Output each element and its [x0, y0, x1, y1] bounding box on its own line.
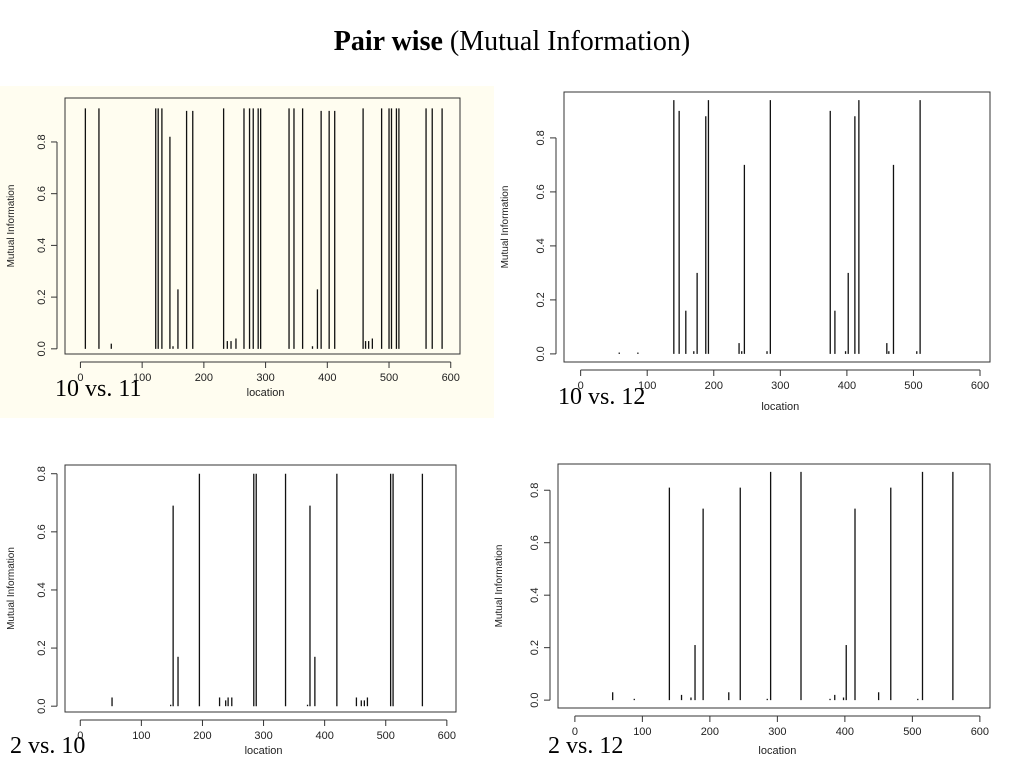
x-tick-label: 100 [633, 726, 651, 738]
y-tick-label: 0.6 [36, 186, 48, 201]
y-tick-label: 0.8 [36, 134, 48, 149]
pair-label-10-vs-12: 10 vs. 12 [558, 384, 646, 410]
x-tick-label: 500 [903, 726, 921, 738]
y-axis-label: Mutual Information [494, 545, 505, 628]
plot-frame [64, 97, 461, 355]
chart-panel-10-vs-12: 0 100 200 300 400 500 600 0.0 0.2 0.4 0.6 0.8 locati… [500, 91, 991, 413]
page-title: Pair wise (Mutual Information) [0, 26, 1024, 58]
x-axis-label: location [247, 387, 285, 399]
y-tick-label: 0.2 [529, 640, 541, 655]
x-tick-label: 400 [836, 726, 854, 738]
x-tick-label: 600 [442, 372, 460, 384]
y-tick-label: 0.0 [36, 341, 48, 356]
x-tick-label: 200 [193, 730, 211, 742]
x-tick-label: 100 [638, 380, 656, 392]
y-axis-label: Mutual Information [6, 547, 17, 630]
pair-label-2-vs-12: 2 vs. 12 [548, 733, 624, 759]
y-tick-label: 0.4 [36, 582, 48, 597]
x-tick-label: 300 [768, 726, 786, 738]
x-tick-label: 500 [377, 730, 395, 742]
chart-panel-2-vs-10: 0 100 200 300 400 500 600 0.0 0.2 0.4 0.6 0.8 locati… [6, 464, 457, 757]
x-tick-label: 0 [77, 372, 83, 384]
y-tick-label: 0.0 [529, 692, 541, 707]
x-tick-label: 0 [77, 730, 83, 742]
x-tick-label: 500 [380, 372, 398, 384]
x-tick-label: 0 [572, 726, 578, 738]
x-tick-label: 400 [315, 730, 333, 742]
y-tick-label: 0.6 [36, 524, 48, 539]
y-tick-label: 0.4 [36, 238, 48, 253]
plot-frame [64, 464, 457, 713]
x-tick-label: 600 [971, 380, 989, 392]
page-title-bold: Pair wise [333, 26, 443, 57]
plot-frame [557, 463, 991, 709]
pair-label-2-vs-10: 2 vs. 10 [10, 733, 86, 759]
page-title-rest: (Mutual Information) [442, 26, 691, 57]
x-tick-label: 0 [578, 380, 584, 392]
plot-frame [563, 91, 991, 363]
y-tick-label: 0.6 [529, 535, 541, 550]
y-tick-label: 0.4 [535, 238, 547, 253]
y-axis-label: Mutual Information [6, 185, 17, 268]
x-tick-label: 400 [318, 372, 336, 384]
x-tick-label: 300 [771, 380, 789, 392]
x-tick-label: 600 [438, 730, 456, 742]
y-tick-label: 0.6 [535, 184, 547, 199]
y-tick-label: 0.8 [529, 483, 541, 498]
chart-panel-10-vs-11: 0 100 200 300 400 500 600 0.0 0.2 0.4 0.6 0.8 locati… [6, 97, 461, 399]
y-tick-label: 0.2 [36, 289, 48, 304]
x-tick-label: 600 [971, 726, 989, 738]
chart-panel-2-vs-12: 0 100 200 300 400 500 600 0.0 0.2 0.4 0.6 0.8 locati… [494, 463, 991, 757]
y-tick-label: 0.0 [535, 346, 547, 361]
x-tick-label: 400 [838, 380, 856, 392]
y-tick-label: 0.2 [36, 640, 48, 655]
x-tick-label: 200 [705, 380, 723, 392]
x-axis-label: location [758, 745, 796, 757]
x-tick-label: 200 [195, 372, 213, 384]
x-tick-label: 500 [904, 380, 922, 392]
y-tick-label: 0.4 [529, 588, 541, 603]
y-axis-label: Mutual Information [500, 186, 511, 269]
y-tick-label: 0.8 [36, 466, 48, 481]
x-tick-label: 200 [701, 726, 719, 738]
y-tick-label: 0.8 [535, 130, 547, 145]
y-tick-label: 0.0 [36, 699, 48, 714]
x-tick-label: 300 [254, 730, 272, 742]
panel-highlight [0, 86, 494, 418]
x-axis-label: location [245, 745, 283, 757]
x-tick-label: 100 [132, 730, 150, 742]
y-tick-label: 0.2 [535, 292, 547, 307]
x-tick-label: 300 [256, 372, 274, 384]
x-axis-label: location [761, 401, 799, 413]
pair-label-10-vs-11: 10 vs. 11 [55, 376, 142, 402]
x-tick-label: 100 [133, 372, 151, 384]
